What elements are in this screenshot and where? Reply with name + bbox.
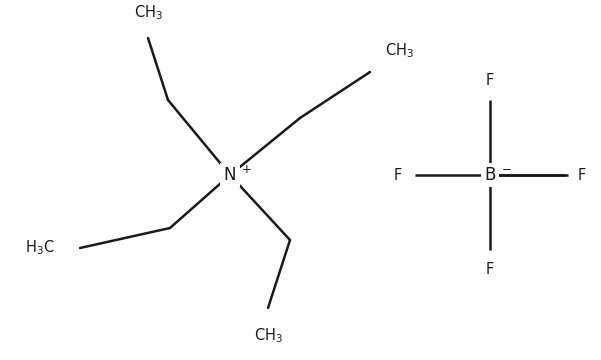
Text: F: F	[486, 262, 494, 277]
Text: CH$_3$: CH$_3$	[385, 41, 414, 60]
Text: +: +	[242, 163, 252, 176]
Text: H$_3$C: H$_3$C	[25, 239, 55, 257]
Text: N: N	[224, 166, 236, 184]
Text: F: F	[394, 167, 402, 183]
Text: CH$_3$: CH$_3$	[254, 326, 282, 345]
Text: CH$_3$: CH$_3$	[133, 3, 162, 22]
Text: F: F	[486, 73, 494, 88]
Text: −: −	[502, 163, 512, 176]
Text: B: B	[484, 166, 496, 184]
Text: F: F	[578, 167, 586, 183]
